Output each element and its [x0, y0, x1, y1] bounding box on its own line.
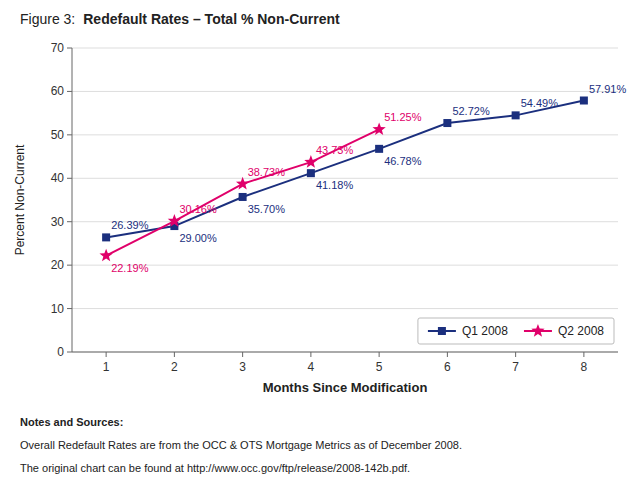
y-tick — [67, 134, 72, 135]
grid-line — [72, 48, 618, 49]
grid-line — [72, 265, 618, 266]
y-tick — [67, 265, 72, 266]
y-tick-label: 0 — [57, 345, 64, 359]
x-tick — [242, 352, 243, 357]
data-label: 46.78% — [384, 155, 422, 167]
figure-label: Figure 3: — [20, 11, 75, 27]
x-tick — [310, 352, 311, 357]
x-tick-label: 7 — [512, 360, 519, 374]
legend-marker — [438, 327, 446, 335]
point-marker — [307, 169, 315, 177]
data-label: 29.00% — [179, 232, 217, 244]
notes-heading: Notes and Sources: — [20, 416, 123, 428]
series-line — [106, 129, 379, 255]
point-marker — [99, 249, 112, 262]
y-tick — [67, 178, 72, 179]
data-labels: 26.39% 29.00% 35.70% 41.18% 46.78% 52.72% 54.4… — [111, 83, 626, 274]
data-label: 22.19% — [111, 262, 149, 274]
y-tick-label: 10 — [51, 302, 65, 316]
legend-label: Q2 2008 — [558, 324, 604, 338]
point-marker — [443, 119, 451, 127]
y-tick-label: 50 — [51, 128, 65, 142]
data-label: 41.18% — [316, 179, 354, 191]
y-tick-label: 70 — [51, 41, 65, 55]
legend-marker — [531, 324, 544, 337]
legend: Q1 2008 Q2 2008 — [418, 318, 614, 344]
y-tick-label: 30 — [51, 215, 65, 229]
x-tick — [174, 352, 175, 357]
x-tick-label: 5 — [376, 360, 383, 374]
y-tick-label: 40 — [51, 171, 65, 185]
point-marker — [304, 155, 317, 168]
note: Overall Redefault Rates are from the OCC… — [20, 439, 462, 451]
x-tick-label: 2 — [171, 360, 178, 374]
grid-line — [72, 352, 618, 353]
data-label: 30.16% — [179, 203, 217, 215]
y-tick-label: 20 — [51, 258, 65, 272]
legend-box — [418, 318, 614, 344]
data-label: 54.49% — [521, 97, 559, 109]
data-label: 35.70% — [248, 203, 286, 215]
x-tick — [515, 352, 516, 357]
x-tick-label: 1 — [103, 360, 110, 374]
data-label: 26.39% — [111, 219, 149, 231]
y-tick — [67, 308, 72, 309]
point-marker — [239, 193, 247, 201]
y-tick-label: 60 — [51, 84, 65, 98]
note: The original chart can be found at http:… — [20, 462, 410, 474]
axes: 0 10 20 30 40 50 60 70 1 2 3 4 5 6 7 8 — [51, 41, 618, 374]
y-axis-label: Percent Non-Current — [13, 144, 27, 255]
y-tick — [67, 48, 72, 49]
x-axis-label: Months Since Modification — [263, 380, 428, 395]
data-label: 43.73% — [316, 144, 354, 156]
x-axis-line — [72, 352, 618, 353]
x-tick — [447, 352, 448, 357]
plot-area — [99, 97, 587, 262]
point-marker — [512, 111, 520, 119]
point-marker — [580, 97, 588, 105]
data-label: 38.73% — [248, 166, 286, 178]
y-tick — [67, 91, 72, 92]
y-tick — [67, 221, 72, 222]
y-tick — [67, 352, 72, 353]
grid — [72, 48, 618, 352]
x-tick-label: 8 — [581, 360, 588, 374]
legend-item: Q1 2008 — [428, 324, 508, 338]
y-axis-line — [72, 48, 73, 352]
legend-label: Q1 2008 — [462, 324, 508, 338]
point-marker — [236, 177, 249, 190]
series-line — [106, 101, 584, 238]
data-label: 57.91% — [589, 83, 627, 95]
grid-line — [72, 134, 618, 135]
point-marker — [372, 122, 385, 135]
title: Redefault Rates – Total % Non-Current — [83, 11, 340, 27]
x-tick-label: 4 — [308, 360, 315, 374]
point-marker — [168, 214, 181, 227]
grid-line — [72, 221, 618, 222]
x-tick — [583, 352, 584, 357]
x-tick-label: 6 — [444, 360, 451, 374]
data-label: 52.72% — [452, 105, 490, 117]
point-marker — [102, 233, 110, 241]
data-label: 51.25% — [384, 111, 422, 123]
x-tick — [106, 352, 107, 357]
legend-item: Q2 2008 — [524, 324, 604, 338]
grid-line — [72, 91, 618, 92]
x-tick-label: 3 — [239, 360, 246, 374]
x-tick — [379, 352, 380, 357]
chart: Figure 3: Redefault Rates – Total % Non-C… — [0, 0, 642, 493]
point-marker — [375, 145, 383, 153]
grid-line — [72, 308, 618, 309]
